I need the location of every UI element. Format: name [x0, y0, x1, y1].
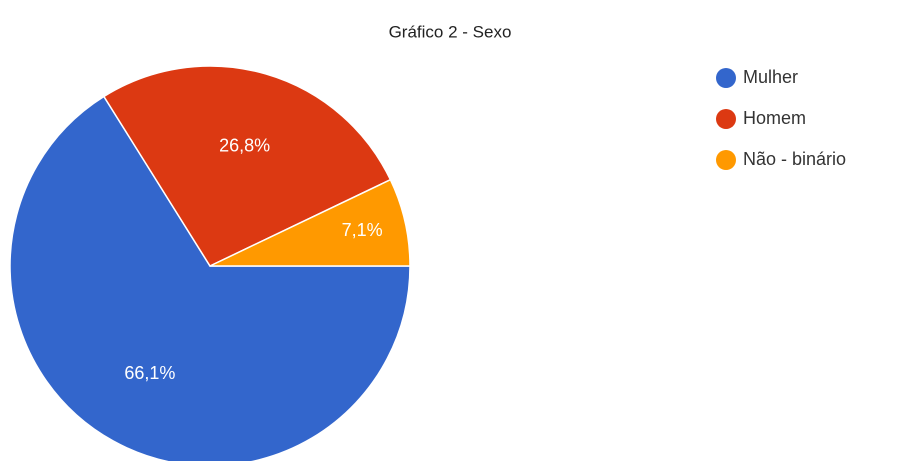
- value-label: 66,1%: [124, 363, 175, 383]
- value-label: 7,1%: [342, 220, 383, 240]
- legend-label: Mulher: [743, 67, 798, 87]
- value-label: 26,8%: [219, 136, 270, 156]
- pie-slice: [102, 65, 392, 267]
- legend-label: Não - binário: [743, 149, 846, 169]
- chart-title: Gráfico 2 - Sexo: [389, 22, 512, 41]
- legend-label: Homem: [743, 108, 806, 128]
- legend-swatch: [716, 109, 736, 129]
- legend-swatch: [716, 68, 736, 88]
- pie-slice: [209, 178, 411, 267]
- legend-swatch: [716, 150, 736, 170]
- pie-slice: [9, 95, 411, 461]
